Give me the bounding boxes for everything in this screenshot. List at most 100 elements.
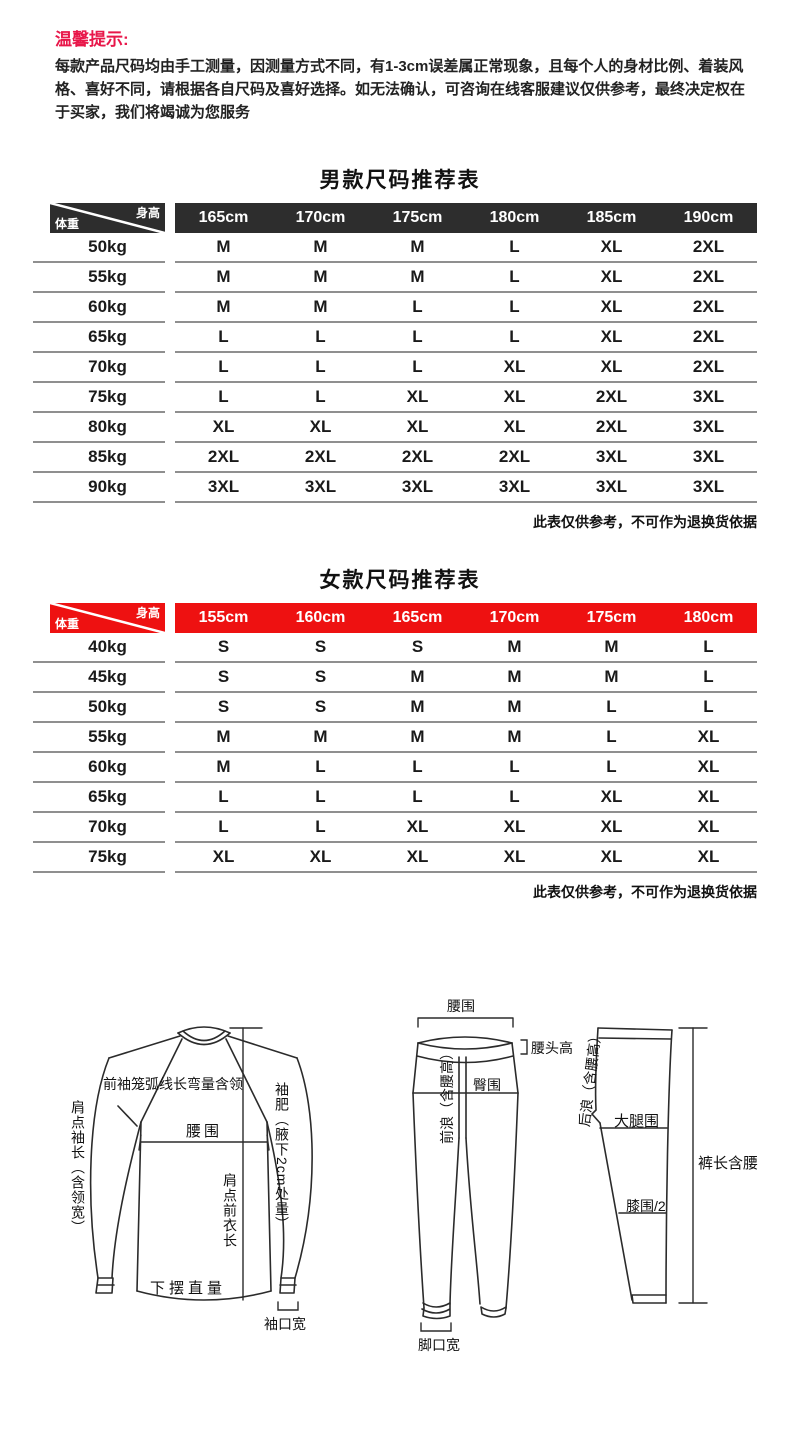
men-table-title: 男款尺码推荐表 — [319, 169, 481, 192]
men-table-note: 此表仅供参考，不可作为退换货依据 — [533, 514, 757, 530]
height-columns: 165cm 170cm 175cm 180cm 185cm 190cm — [175, 203, 757, 233]
row-gap — [165, 293, 175, 323]
size-cell: L — [218, 817, 229, 836]
height-column-header: 180cm — [489, 209, 540, 226]
size-cell: XL — [503, 817, 526, 836]
height-column-header: 170cm — [489, 609, 540, 626]
row-gap — [165, 753, 175, 783]
weight-cell: 65kg — [33, 323, 165, 353]
size-cell: L — [218, 387, 229, 406]
shirt-outline — [89, 1026, 313, 1301]
men-size-table: 身高 体重 165cm 170cm 175cm 180cm 185cm 190cm 50k… — [33, 203, 757, 503]
size-cells: M M M M L XL — [175, 723, 757, 753]
height-column-header: 165cm — [198, 209, 249, 226]
shirt-sleeve-width-label: 袖肥（腋下2cm处量） — [274, 1082, 290, 1232]
size-cell: M — [216, 237, 231, 256]
row-gap — [165, 413, 175, 443]
shirt-cuff-label: 袖口宽 — [264, 1316, 306, 1332]
row-gap — [165, 233, 175, 263]
size-cell: L — [315, 327, 326, 346]
size-cells: XL XL XL XL XL XL — [175, 843, 757, 873]
pants-length-label: 裤长含腰 — [698, 1155, 759, 1172]
height-column-header: 175cm — [392, 209, 443, 226]
corner-height-label: 身高 — [135, 206, 160, 220]
header-gap — [165, 203, 175, 233]
size-cell: 3XL — [595, 447, 628, 466]
size-cell: L — [509, 327, 520, 346]
size-cells: L L L L XL 2XL — [175, 323, 757, 353]
size-cell: 3XL — [692, 447, 725, 466]
size-cells: XL XL XL XL 2XL 3XL — [175, 413, 757, 443]
height-column-header: 175cm — [586, 609, 637, 626]
height-column-header: 170cm — [295, 209, 346, 226]
size-cell: 2XL — [692, 237, 725, 256]
row-gap — [165, 323, 175, 353]
size-cell: XL — [406, 417, 429, 436]
size-cells: L L L XL XL 2XL — [175, 353, 757, 383]
size-cell: S — [411, 637, 424, 656]
size-cell: XL — [697, 817, 720, 836]
women-table-title: 女款尺码推荐表 — [319, 569, 481, 592]
weight-cell: 85kg — [33, 443, 165, 473]
size-cell: L — [606, 697, 617, 716]
weight-cell: 45kg — [33, 663, 165, 693]
shirt-hem-label: 下摆直量 — [150, 1280, 227, 1297]
shirt-shoulder-sleeve-label: 肩点袖长（含领宽） — [70, 1100, 86, 1235]
size-cell: M — [216, 267, 231, 286]
size-cell: XL — [697, 787, 720, 806]
weight-cell: 40kg — [33, 633, 165, 663]
size-cell: 3XL — [304, 477, 337, 496]
size-cell: M — [410, 667, 425, 686]
weight-cell: 75kg — [33, 843, 165, 873]
shirt-measure-lines — [138, 1027, 299, 1311]
size-cell: 3XL — [401, 477, 434, 496]
size-cells: L L XL XL XL XL — [175, 813, 757, 843]
height-column-header: 185cm — [586, 209, 637, 226]
size-cell: XL — [406, 387, 429, 406]
corner-cell: 身高 体重 — [50, 203, 165, 233]
weight-cell: 60kg — [33, 753, 165, 783]
size-cell: XL — [503, 357, 526, 376]
size-cell: L — [412, 757, 423, 776]
size-cell: L — [703, 637, 714, 656]
pants-waist-label: 腰围 — [447, 998, 475, 1014]
weight-cell: 75kg — [33, 383, 165, 413]
size-cell: XL — [309, 417, 332, 436]
size-cell: 3XL — [692, 387, 725, 406]
size-cell: M — [507, 667, 522, 686]
size-cell: M — [507, 637, 522, 656]
size-cell: L — [315, 787, 326, 806]
size-cell: 3XL — [207, 477, 240, 496]
men-table-rows: 50kg M M M L XL 2XL 55kg M M M L XL 2XL 60kg M M L L XL 2XL 6… — [33, 233, 757, 503]
size-cell: 2XL — [595, 387, 628, 406]
size-cell: XL — [600, 327, 623, 346]
table-row: 85kg 2XL 2XL 2XL 2XL 3XL 3XL — [33, 443, 757, 473]
height-column-header: 180cm — [683, 609, 734, 626]
size-cell: XL — [600, 817, 623, 836]
women-size-table: 身高 体重 155cm 160cm 165cm 170cm 175cm 180cm 40k… — [33, 603, 757, 873]
pants-thigh-label: 大腿围 — [614, 1113, 660, 1130]
size-cell: 3XL — [595, 477, 628, 496]
size-cell: L — [509, 757, 520, 776]
size-cell: L — [509, 787, 520, 806]
height-column-header: 190cm — [683, 209, 734, 226]
size-cell: L — [606, 727, 617, 746]
size-cell: L — [412, 327, 423, 346]
size-cell: L — [412, 787, 423, 806]
table-row: 65kg L L L L XL XL — [33, 783, 757, 813]
table-row: 55kg M M M L XL 2XL — [33, 263, 757, 293]
size-cell: 2XL — [692, 327, 725, 346]
size-cell: 3XL — [692, 417, 725, 436]
size-cell: XL — [503, 417, 526, 436]
size-cells: L L L L XL XL — [175, 783, 757, 813]
size-cell: XL — [600, 787, 623, 806]
size-cell: M — [410, 237, 425, 256]
corner-weight-label: 体重 — [55, 217, 80, 231]
weight-cell: 70kg — [33, 813, 165, 843]
size-cell: M — [410, 727, 425, 746]
row-gap — [165, 843, 175, 873]
size-cell: M — [216, 727, 231, 746]
